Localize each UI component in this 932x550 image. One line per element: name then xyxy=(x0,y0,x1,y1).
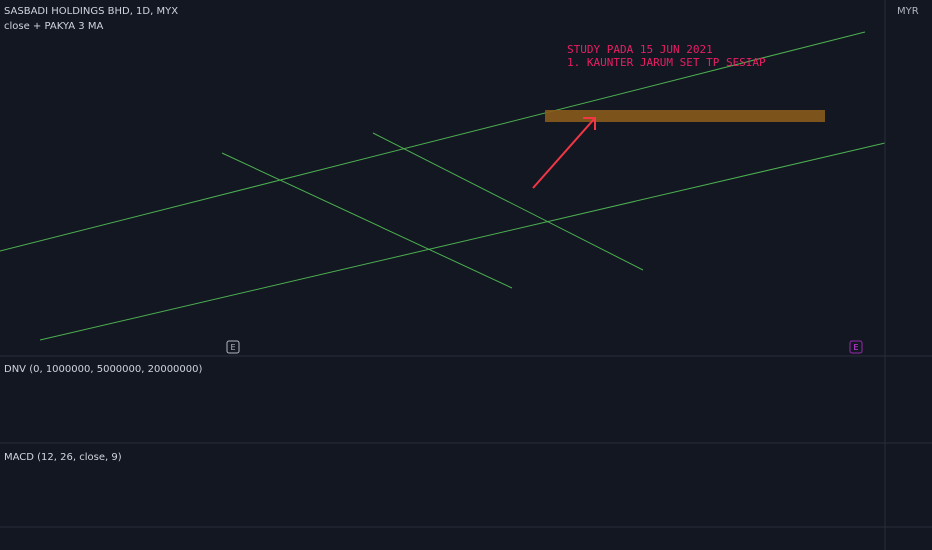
volume-title: DNV (0, 1000000, 5000000, 20000000) xyxy=(4,364,203,375)
indicator-title: close + PAKYA 3 MA xyxy=(4,21,103,32)
event-box[interactable] xyxy=(226,340,240,354)
event-box[interactable] xyxy=(849,340,863,354)
target-zone xyxy=(545,110,825,122)
arrow xyxy=(532,117,596,189)
annotation: 1. KAUNTER JARUM SET TP SESIAP xyxy=(567,56,766,69)
trend-line xyxy=(372,132,644,271)
trend-line xyxy=(221,152,513,289)
macd-title: MACD (12, 26, close, 9) xyxy=(4,452,122,463)
event-marker[interactable]: E xyxy=(230,343,235,352)
arrow-head xyxy=(583,117,596,130)
symbol-title: SASBADI HOLDINGS BHD, 1D, MYX xyxy=(4,6,178,17)
trend-line xyxy=(39,142,886,341)
annotation: STUDY PADA 15 JUN 2021 xyxy=(567,43,713,56)
event-marker[interactable]: E xyxy=(853,343,858,352)
trend-line xyxy=(0,31,866,252)
currency: MYR xyxy=(897,6,919,17)
